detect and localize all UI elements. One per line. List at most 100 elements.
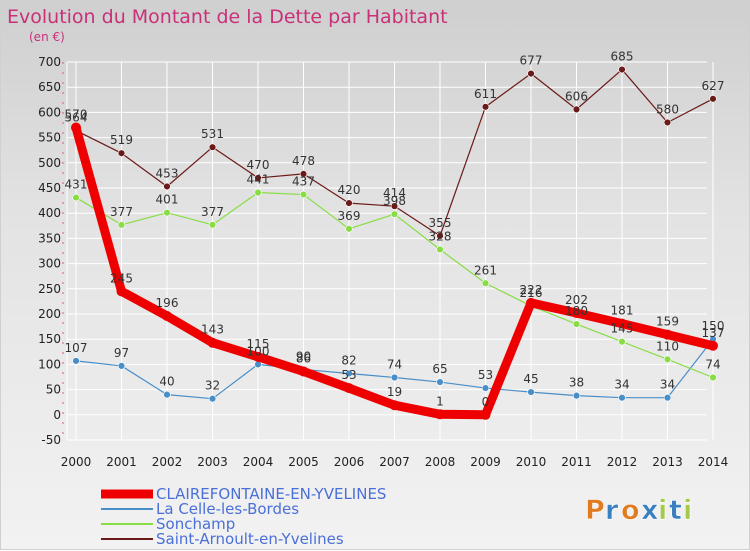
- data-label: 180: [565, 304, 588, 318]
- legend-label: Saint-Arnoult-en-Yvelines: [156, 530, 344, 548]
- data-point: [709, 373, 717, 382]
- data-point: [618, 65, 626, 74]
- data-label: 216: [520, 286, 543, 300]
- y-tick-label: -50: [41, 433, 61, 447]
- x-tick-label: 2010: [516, 455, 547, 469]
- x-tick-label: 2014: [698, 455, 729, 469]
- data-point: [709, 95, 717, 103]
- chart-subtitle: (en €): [29, 30, 65, 44]
- x-tick-label: 2001: [106, 455, 137, 469]
- data-point: [390, 202, 399, 210]
- y-tick-label: 250: [38, 282, 61, 296]
- legend-label: Sonchamp: [156, 515, 235, 533]
- y-tick-label: 150: [38, 332, 61, 346]
- x-tick-label: 2005: [288, 455, 319, 469]
- legend-label: La Celle-les-Bordes: [156, 500, 299, 518]
- data-point: [117, 221, 126, 229]
- data-label: 369: [338, 209, 361, 223]
- data-label: 159: [656, 315, 679, 329]
- data-label: 414: [383, 186, 406, 200]
- data-point: [481, 103, 490, 111]
- data-point: [298, 366, 309, 377]
- data-point: [435, 409, 445, 420]
- x-tick-label: 2002: [152, 455, 183, 469]
- x-tick-label: 2000: [61, 455, 92, 469]
- data-point: [527, 388, 535, 396]
- data-label: 19: [387, 385, 402, 399]
- logo-letter: t: [669, 495, 682, 526]
- data-label: 470: [247, 158, 270, 172]
- data-point: [663, 355, 672, 364]
- data-label: 110: [656, 339, 679, 353]
- data-point: [344, 383, 354, 394]
- data-point: [572, 320, 581, 328]
- y-tick-label: 100: [38, 357, 61, 371]
- data-label: 519: [110, 133, 133, 147]
- data-point: [617, 318, 627, 329]
- data-label: 420: [338, 183, 361, 197]
- data-point: [389, 400, 400, 411]
- y-tick-label: 200: [38, 307, 61, 321]
- y-tick-label: 600: [38, 105, 61, 119]
- data-point: [117, 149, 126, 157]
- logo-letter: o: [621, 495, 640, 526]
- x-tick-label: 2007: [379, 455, 410, 469]
- y-tick-label: 550: [38, 131, 61, 145]
- y-tick-label: 400: [38, 206, 61, 220]
- data-label: 531: [201, 127, 224, 141]
- data-label: 570: [65, 108, 88, 122]
- y-axis-ticks: -50 0 50 100 150 200 250 300 350 400 450 500 550 600 6…: [38, 55, 61, 447]
- y-tick-label: 450: [38, 181, 61, 195]
- data-label: 441: [247, 173, 270, 187]
- data-point: [254, 188, 262, 197]
- data-label: 1: [436, 394, 444, 408]
- data-label: 222: [520, 283, 543, 297]
- data-label: 53: [341, 368, 356, 382]
- data-point: [207, 337, 218, 348]
- axes: [62, 62, 68, 440]
- data-label: 398: [383, 194, 406, 208]
- data-point: [72, 357, 80, 365]
- data-label: 82: [341, 353, 356, 367]
- data-point: [618, 338, 626, 346]
- data-label: 40: [159, 375, 174, 389]
- data-point: [436, 378, 444, 386]
- data-label: 606: [565, 89, 588, 103]
- data-point: [572, 391, 581, 400]
- data-label: 431: [65, 178, 88, 192]
- x-tick-label: 2008: [425, 455, 456, 469]
- data-label: 580: [656, 102, 679, 116]
- data-point: [571, 307, 582, 318]
- data-label: 564: [65, 111, 88, 125]
- data-point: [663, 393, 672, 402]
- data-label: 401: [156, 193, 179, 207]
- data-point: [253, 351, 263, 362]
- y-tick-label: 500: [38, 156, 61, 170]
- data-point: [481, 384, 490, 392]
- data-point: [72, 193, 80, 202]
- data-label: 115: [247, 337, 270, 351]
- data-point: [117, 362, 126, 370]
- data-label: 97: [114, 346, 129, 360]
- y-tick-label: 700: [38, 55, 61, 69]
- legend-label: CLAIREFONTAINE-EN-YVELINES: [156, 485, 386, 503]
- data-label: 202: [565, 293, 588, 307]
- data-label: 377: [110, 205, 133, 219]
- data-label: 611: [474, 87, 497, 101]
- x-tick-label: 2004: [243, 455, 274, 469]
- data-label: 32: [205, 379, 220, 393]
- data-point: [299, 170, 308, 178]
- data-label: 90: [296, 349, 311, 363]
- data-label: 74: [387, 358, 402, 372]
- y-tick-label: 0: [53, 408, 61, 422]
- data-point: [254, 174, 262, 182]
- y-tick-label: 50: [46, 383, 61, 397]
- data-label: 107: [65, 341, 88, 355]
- data-label: 328: [429, 229, 452, 243]
- data-label: 145: [611, 322, 634, 336]
- data-point: [663, 118, 672, 127]
- data-label: 143: [201, 323, 224, 337]
- data-point: [708, 340, 718, 351]
